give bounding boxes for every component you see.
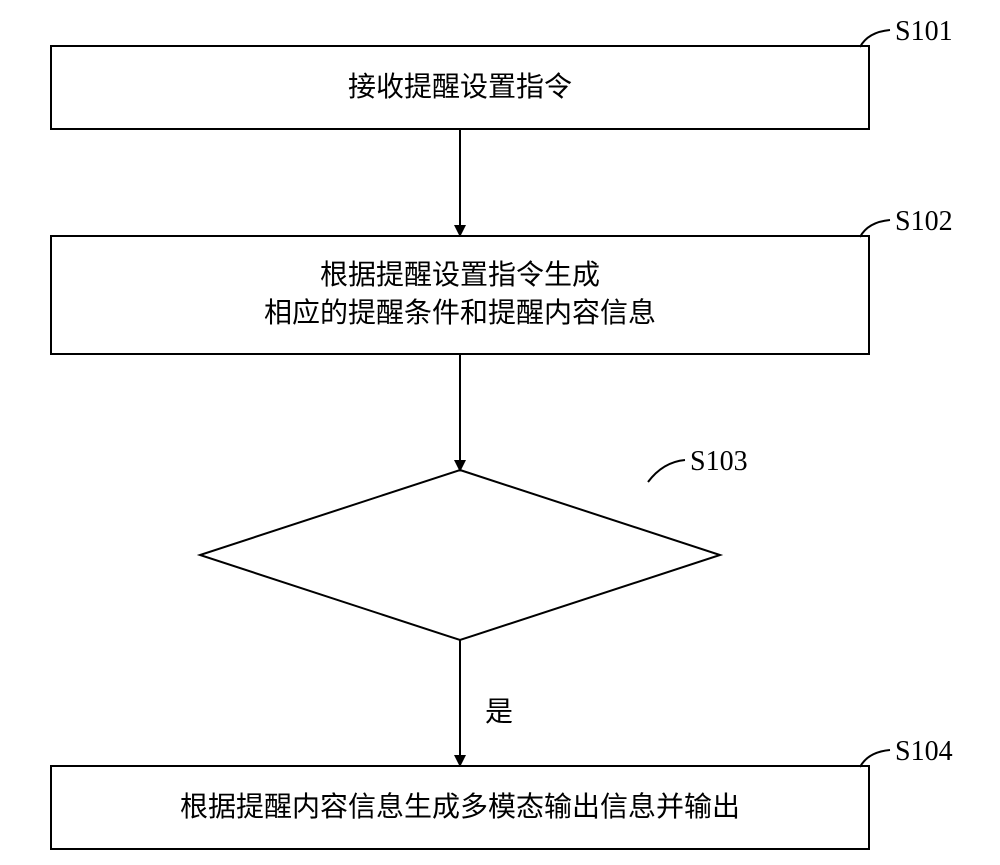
node-s104: 根据提醒内容信息生成多模态输出信息并输出 bbox=[50, 765, 870, 850]
edge-label-yes: 是 bbox=[485, 690, 513, 730]
step-label-s103: S103 bbox=[690, 446, 748, 478]
node-s104-text: 根据提醒内容信息生成多模态输出信息并输出 bbox=[180, 789, 740, 827]
node-s101: 接收提醒设置指令 bbox=[50, 45, 870, 130]
step-label-s101: S101 bbox=[895, 16, 953, 48]
step-label-s104: S104 bbox=[895, 736, 953, 768]
node-s103-text-wrap: 提醒条件是否被满足 bbox=[200, 470, 720, 640]
node-s101-text: 接收提醒设置指令 bbox=[348, 69, 572, 107]
node-s102: 根据提醒设置指令生成 相应的提醒条件和提醒内容信息 bbox=[50, 235, 870, 355]
step-label-s102: S102 bbox=[895, 206, 953, 238]
node-s102-text: 根据提醒设置指令生成 相应的提醒条件和提醒内容信息 bbox=[264, 257, 656, 333]
flowchart-canvas: 接收提醒设置指令 根据提醒设置指令生成 相应的提醒条件和提醒内容信息 根据提醒内… bbox=[0, 0, 1000, 865]
node-s103-text: 提醒条件是否被满足 bbox=[334, 536, 586, 574]
